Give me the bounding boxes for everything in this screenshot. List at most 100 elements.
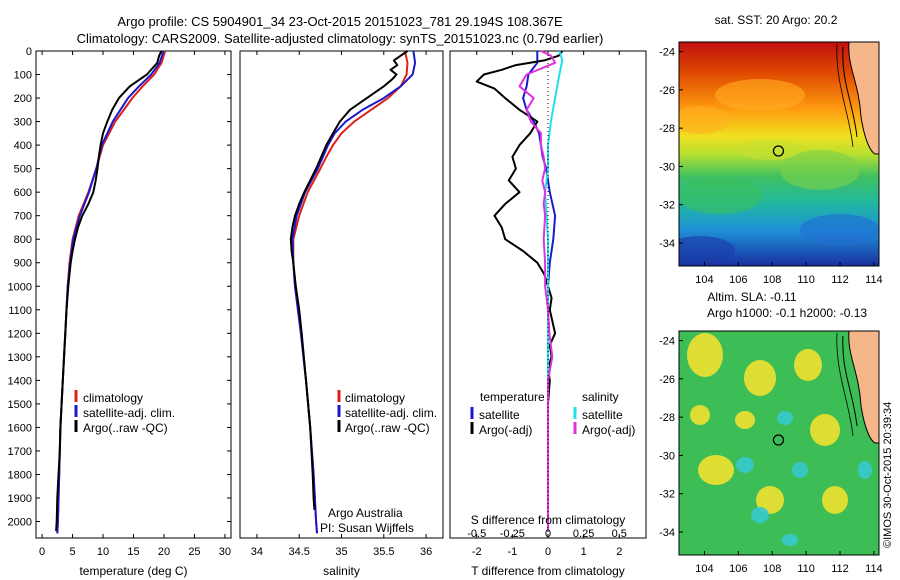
sal-legend-label: Argo(..raw -QC) [345,421,430,435]
sla-cyan-feature [777,411,793,425]
map-xtick-label: 112 [831,563,849,575]
sal-xtick-label: 34 [251,546,263,558]
sal-annotation: Argo Australia [328,506,403,520]
sla-yellow-feature [794,349,822,381]
sla-cyan-feature [736,457,754,473]
map-ytick-label: -32 [659,489,675,501]
temp-xlabel: temperature (deg C) [79,564,187,578]
map-xtick-label: 106 [729,563,747,575]
argo-position-marker [772,145,785,157]
diff-xtick-label: 0 [545,546,551,558]
bathymetry-contour [842,335,858,427]
diff-legend-heading: temperature [480,390,545,404]
argo-position-marker [772,434,785,446]
diff-xlabel: T difference from climatology [471,564,625,578]
sst-feature [679,236,735,264]
sla-cyan-feature [751,507,769,523]
temp-ytick-label: 100 [14,70,32,82]
temp-frame [35,50,232,539]
sal-series-argo-raw-qc [289,50,409,510]
sst-feature [679,178,762,214]
sla-yellow-feature [756,486,784,514]
bathymetry-contour [842,46,858,138]
sal-xtick-label: 36 [420,546,432,558]
sal-xlabel: salinity [323,564,360,578]
temp-ytick-label: 2000 [8,517,32,529]
sst-feature [780,150,860,190]
map-ytick-label: -34 [659,527,675,539]
map-xtick-label: 114 [865,274,883,286]
temp-ytick-label: 200 [14,93,32,105]
map-xtick-label: 106 [729,274,747,286]
diff-xtick-label: 1 [581,546,587,558]
temp-ytick-label: 1100 [8,305,32,317]
map-xtick-label: 112 [831,274,849,286]
sla-map-subtitle: Argo h1000: -0.1 h2000: -0.13 [707,306,867,320]
temp-ytick-label: 1500 [8,399,32,411]
temp-ytick-label: 700 [14,211,32,223]
map-ytick-label: -24 [659,336,675,348]
map-xtick-label: 114 [865,563,883,575]
sla-yellow-feature [822,486,848,514]
map-xtick-label: 110 [797,563,815,575]
sla-yellow-feature [690,405,710,425]
map-ytick-label: -26 [659,374,675,386]
coastline [848,331,879,444]
temp-xtick-label: 10 [97,546,109,558]
map-ytick-label: -28 [659,123,675,135]
map-xtick-label: 104 [695,563,713,575]
sst-feature [800,214,879,246]
diff-s-tick-label: -0.25 [500,528,525,540]
map-xtick-label: 108 [763,563,781,575]
temp-ytick-label: 0 [26,46,32,58]
sal-xtick-label: 35.5 [373,546,394,558]
temp-legend-label: satellite-adj. clim. [83,406,175,420]
sal-frame [239,50,444,539]
temp-ytick-label: 300 [14,117,32,129]
diff-s-tick-label: -0.5 [467,528,486,540]
map-xtick-label: 104 [695,274,713,286]
layer-m2-frame [678,330,880,556]
bathymetry-contour [836,43,854,148]
temp-ytick-label: 400 [14,140,32,152]
sst-feature [740,140,800,160]
layer-m1-frame [678,41,880,267]
sla-yellow-feature [687,333,723,377]
sla-yellow-feature [735,411,755,429]
diff-legend-label: satellite [582,408,623,422]
map-xtick-label: 110 [797,274,815,286]
sla-cyan-feature [858,461,872,479]
temp-ytick-label: 1300 [8,352,32,364]
temp-ytick-label: 1000 [8,281,32,293]
sst-feature [715,79,805,111]
sla-cyan-feature [782,534,798,546]
sla-cyan-feature [792,462,808,478]
temp-ytick-label: 900 [14,258,32,270]
map-ytick-label: -30 [659,450,675,462]
map-ytick-label: -24 [659,47,675,59]
map-ytick-label: -28 [659,412,675,424]
diff-xtick-label: 2 [616,546,622,558]
temp-ytick-label: 1800 [8,469,32,481]
sal-annotation: PI: Susan Wijffels [320,521,414,535]
copyright-credit: ©IMOS 30-Oct-2015 20:39:34 [882,402,894,548]
sla-map-title: Altim. SLA: -0.11 [707,290,796,304]
diff-xtick-label: -2 [472,546,482,558]
temp-ytick-label: 1600 [8,422,32,434]
layer-m2-field [679,331,879,555]
diff-series-argo-adj-s [518,50,557,531]
sal-legend-label: climatology [345,391,405,405]
temp-ytick-label: 1200 [8,328,32,340]
temp-legend-label: climatology [83,391,143,405]
map-ytick-label: -30 [659,161,675,173]
temp-ytick-label: 1900 [8,493,32,505]
sst-feature [679,106,730,134]
sal-legend-label: satellite-adj. clim. [345,406,437,420]
temp-ytick-label: 500 [14,164,32,176]
temp-xtick-label: 15 [127,546,139,558]
diff-s-tick-label: 0.25 [573,528,594,540]
sla-yellow-feature [810,414,840,446]
temp-series-argo-raw-qc [55,50,163,531]
temp-ytick-label: 800 [14,234,32,246]
layer-m1-field [679,42,879,266]
